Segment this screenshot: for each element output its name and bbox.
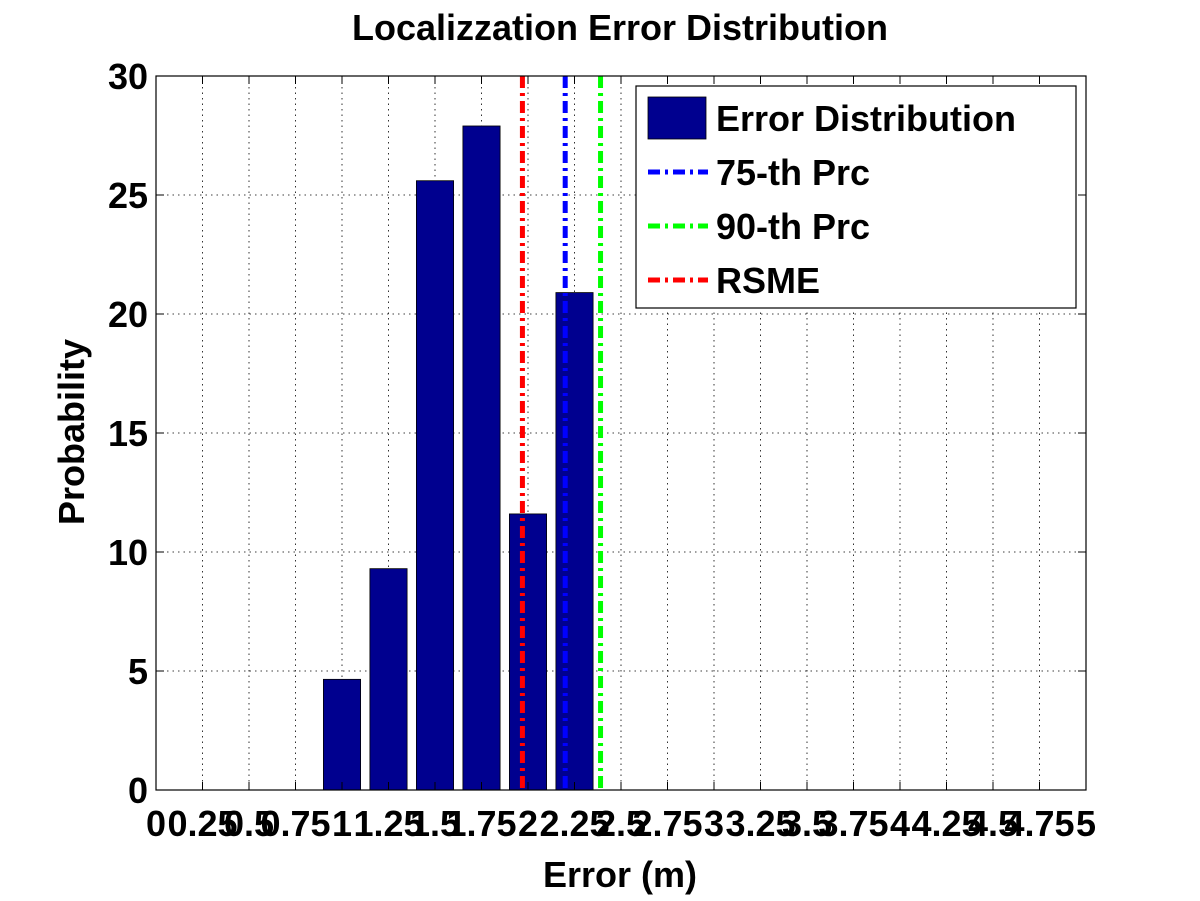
legend-swatch [647, 96, 707, 140]
x-tick-label: 5 [1076, 803, 1096, 844]
x-tick-labels: 0 0.250.50.75 1 1.251.51.75 2 2.252.52.75 3 3.2… [146, 803, 1096, 844]
bar [415, 180, 454, 791]
legend-box [635, 85, 1077, 309]
legend-label: Error Distribution [716, 98, 1016, 139]
x-tick-label: 1.5 [410, 803, 460, 844]
x-tick-label: 1 [332, 803, 352, 844]
x-tick-label: 0.75 [260, 803, 330, 844]
x-tick-label: 4.75 [1004, 803, 1074, 844]
x-tick-label: 3.25 [725, 803, 795, 844]
legend-label: 75-th Prc [716, 152, 870, 193]
legend-label: 90-th Prc [716, 206, 870, 247]
y-tick-label: 30 [108, 56, 148, 97]
x-tick-label: 4.25 [911, 803, 981, 844]
y-tick-labels: 0 5 10 15 20 25 30 [108, 56, 148, 811]
x-tick-label: 1.75 [446, 803, 516, 844]
x-tick-label: 2.75 [632, 803, 702, 844]
x-tick-label: 0.25 [167, 803, 237, 844]
x-tick-label: 2.25 [539, 803, 609, 844]
y-axis-label: Probability [51, 339, 92, 525]
x-tick-label: 0.5 [224, 803, 274, 844]
ticks [155, 75, 1087, 791]
legend-label: RSME [716, 260, 820, 301]
x-tick-label: 3.5 [782, 803, 832, 844]
x-tick-label: 3 [704, 803, 724, 844]
x-tick-label: 3.75 [818, 803, 888, 844]
x-tick-label: 1.25 [353, 803, 423, 844]
legend: Error Distribution 75-th Prc 90-th Prc RSME [635, 85, 1077, 309]
x-axis-label: Error (m) [543, 854, 697, 895]
x-tick-label: 4 [890, 803, 910, 844]
y-tick-label: 25 [108, 175, 148, 216]
x-tick-label: 4.5 [968, 803, 1018, 844]
chart-title: Localizzation Error Distribution [352, 7, 888, 48]
x-tick-label: 0 [146, 803, 166, 844]
bar [508, 513, 547, 791]
reference-lines [519, 76, 604, 790]
y-tick-label: 10 [108, 532, 148, 573]
y-tick-label: 15 [108, 413, 148, 454]
bars [322, 125, 594, 791]
x-tick-label: 2.5 [596, 803, 646, 844]
bar [555, 292, 594, 791]
bar [322, 678, 361, 791]
x-tick-label: 2 [518, 803, 538, 844]
y-tick-label: 20 [108, 294, 148, 335]
y-tick-label: 5 [128, 651, 148, 692]
bar [369, 568, 408, 791]
y-tick-label: 0 [128, 770, 148, 811]
bar [462, 125, 501, 791]
